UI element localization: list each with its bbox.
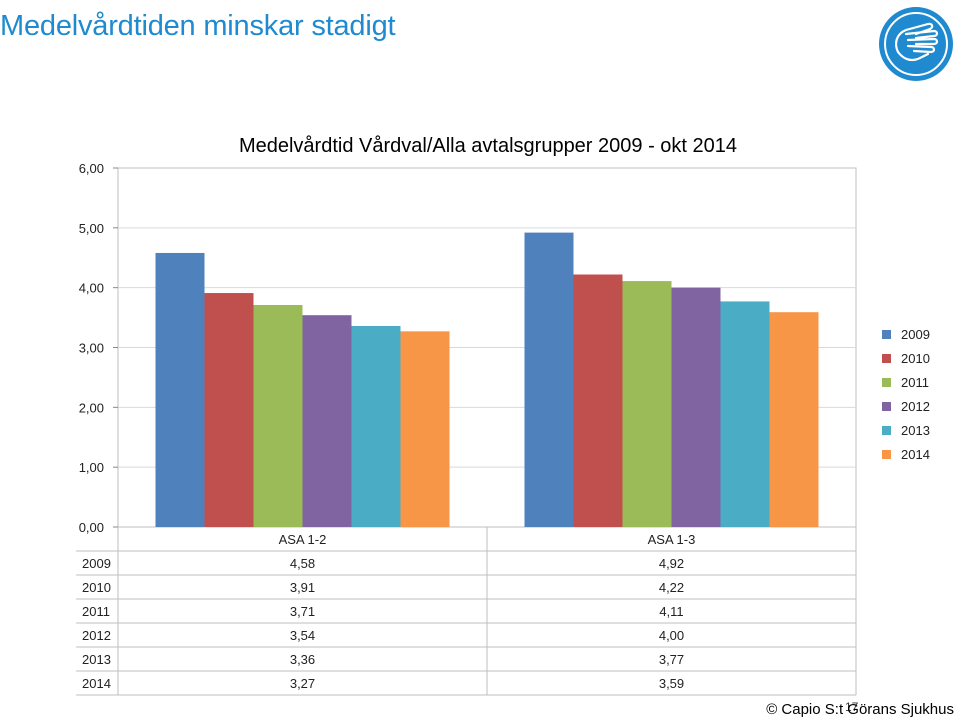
table-row-label: 2011 [82, 604, 110, 619]
table-row-label: 2013 [82, 652, 111, 667]
legend-label: 2014 [901, 446, 930, 462]
bar-2011-2 [622, 281, 672, 527]
slide-title: Medelvårdtiden minskar stadigt [0, 10, 396, 42]
legend-item-2011: 2011 [882, 370, 952, 394]
table-cell-value: 3,71 [290, 604, 315, 619]
legend-label: 2009 [901, 326, 930, 342]
table-row-label: 2012 [82, 628, 111, 643]
bar-2010-1 [204, 293, 254, 527]
bar-2012-1 [302, 315, 352, 527]
table-cell-value: 4,22 [659, 580, 684, 595]
table-cell-value: 3,77 [659, 652, 684, 667]
chart-legend: 2009 2010 2011 2012 2013 2014 [882, 322, 952, 466]
bar-2014-1 [400, 331, 450, 527]
bar-2010-2 [573, 274, 623, 527]
bar-2009-2 [524, 232, 574, 527]
legend-swatch [882, 425, 891, 435]
legend-label: 2012 [901, 398, 930, 414]
bar-2012-2 [671, 287, 721, 527]
bar-2014-2 [769, 312, 819, 527]
x-category-label: ASA 1-3 [648, 532, 696, 547]
y-tick-label: 5,00 [79, 221, 104, 236]
legend-label: 2013 [901, 422, 930, 438]
table-row-label: 2010 [82, 580, 111, 595]
legend-swatch [882, 377, 891, 387]
bar-2009-1 [155, 252, 205, 528]
hand-logo-icon [879, 7, 953, 81]
table-cell-value: 4,11 [659, 604, 683, 619]
legend-label: 2010 [901, 350, 930, 366]
y-tick-label: 6,00 [79, 161, 104, 176]
y-tick-label: 4,00 [79, 281, 104, 296]
legend-swatch [882, 401, 891, 411]
legend-item-2014: 2014 [882, 442, 952, 466]
table-cell-value: 3,36 [290, 652, 315, 667]
page-number: 17 [845, 700, 859, 714]
legend-item-2012: 2012 [882, 394, 952, 418]
copyright-footer: © Capio S:t Görans Sjukhus [766, 701, 954, 718]
legend-item-2009: 2009 [882, 322, 952, 346]
table-cell-value: 3,59 [659, 676, 684, 691]
table-cell-value: 4,58 [290, 556, 315, 571]
table-cell-value: 3,27 [290, 676, 315, 691]
legend-item-2010: 2010 [882, 346, 952, 370]
table-row-label: 2014 [82, 676, 111, 691]
legend-swatch [882, 449, 891, 459]
bar-2013-1 [351, 325, 401, 527]
table-row-label: 2009 [82, 556, 111, 571]
table-cell-value: 3,91 [290, 580, 315, 595]
table-cell-value: 3,54 [290, 628, 315, 643]
legend-swatch [882, 329, 891, 339]
x-category-label: ASA 1-2 [279, 532, 327, 547]
legend-label: 2011 [901, 374, 929, 390]
chart-title: Medelvårdtid Vårdval/Alla avtalsgrupper … [238, 135, 738, 157]
y-tick-label: 2,00 [79, 400, 104, 415]
y-tick-label: 0,00 [79, 520, 104, 535]
legend-swatch [882, 353, 891, 363]
bar-2011-1 [253, 305, 303, 527]
y-tick-label: 3,00 [79, 341, 104, 356]
bar-2013-2 [720, 301, 770, 527]
table-cell-value: 4,00 [659, 628, 684, 643]
y-tick-label: 1,00 [79, 460, 104, 475]
legend-item-2013: 2013 [882, 418, 952, 442]
table-cell-value: 4,92 [659, 556, 684, 571]
